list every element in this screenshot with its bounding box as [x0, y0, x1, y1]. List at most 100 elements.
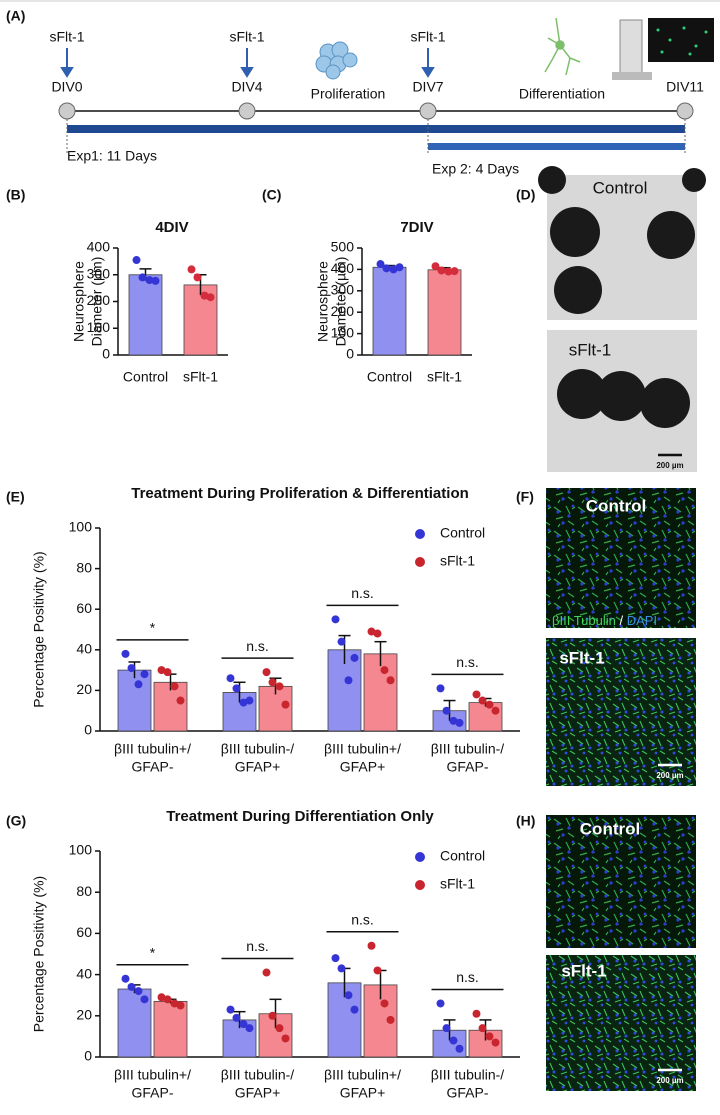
data-point [450, 267, 459, 276]
data-point [121, 649, 130, 658]
data-point [140, 995, 149, 1004]
arrow-head [60, 67, 74, 78]
data-point [226, 1005, 235, 1014]
data-point [281, 700, 290, 709]
y-axis-label: Percentage Positivity (%) [31, 876, 47, 1032]
legend-marker [415, 557, 425, 567]
x-tick-label: βIII tubulin-/ [221, 1067, 295, 1083]
bar [153, 1000, 188, 1058]
data-point [380, 666, 389, 675]
neuron-icon [544, 17, 581, 76]
data-point [485, 700, 494, 709]
data-point [193, 273, 202, 282]
data-point [163, 668, 172, 677]
significance-label: * [150, 944, 156, 960]
panel-label: (G) [6, 813, 26, 829]
chart-title: Treatment During Proliferation & Differe… [131, 485, 469, 502]
significance-label: n.s. [351, 585, 374, 601]
y-tick-label: 20 [76, 1007, 92, 1023]
data-point [442, 1024, 451, 1033]
y-tick-label: 400 [331, 260, 355, 276]
y-tick-label: 500 [331, 239, 355, 255]
data-point [232, 684, 241, 693]
data-point [472, 1009, 481, 1018]
exp-label: Exp1: 11 Days [67, 148, 157, 164]
neurosphere-images: Control sFlt-1 200 µm Control βIII Tubul… [538, 166, 706, 1091]
image-label: Control [580, 819, 640, 838]
data-point [389, 265, 398, 274]
exp1-bar [67, 125, 685, 133]
scale-label: 200 µm [656, 1076, 683, 1085]
arrow-head [421, 67, 435, 78]
data-point [145, 276, 154, 285]
data-point [134, 987, 143, 996]
data-point [232, 1013, 241, 1022]
timepoint [419, 102, 437, 120]
legend-label: sFlt-1 [440, 553, 475, 569]
treatment-label: sFlt-1 [230, 29, 265, 45]
data-point [331, 615, 340, 624]
data-point [157, 993, 166, 1002]
data-point [386, 1015, 395, 1024]
exp2-bar [428, 143, 685, 150]
y-tick-label: 100 [331, 324, 355, 340]
data-point [239, 1020, 248, 1029]
image-label: Control [586, 496, 646, 515]
data-point [176, 696, 185, 705]
x-tick-label: βIII tubulin-/ [221, 741, 295, 757]
data-point [395, 263, 404, 272]
micrograph [546, 815, 696, 948]
day-label: DIV7 [412, 79, 443, 95]
bar [128, 274, 163, 356]
bar [468, 702, 503, 732]
bar [372, 266, 407, 356]
data-point [127, 664, 136, 673]
data-point [331, 954, 340, 963]
y-tick-label: 100 [69, 519, 93, 535]
panel-label: (H) [516, 813, 535, 829]
timepoint [238, 102, 256, 120]
neurosphere-icon [315, 41, 358, 80]
y-tick-label: 200 [331, 303, 355, 319]
data-point [491, 1038, 500, 1047]
data-point [350, 653, 359, 662]
panel-label: (F) [516, 489, 534, 505]
data-point [262, 668, 271, 677]
arrow-head [240, 67, 254, 78]
image-label: Control [593, 178, 648, 197]
significance-label: n.s. [456, 654, 479, 670]
y-axis-label: Diameter (µm) [333, 257, 349, 347]
x-tick-label: βIII tubulin-/ [431, 741, 505, 757]
y-tick-label: 100 [69, 842, 93, 858]
y-tick-label: 200 [87, 292, 111, 308]
treatment-label: sFlt-1 [50, 29, 85, 45]
day-label: DIV0 [51, 79, 82, 95]
data-point [170, 999, 179, 1008]
data-point [449, 1036, 458, 1045]
data-point [444, 267, 453, 276]
chart-title: 4DIV [155, 219, 188, 236]
panel-label: (D) [516, 187, 535, 203]
data-point [455, 1044, 464, 1053]
stain: βIII Tubulin [552, 613, 616, 628]
data-point [281, 1034, 290, 1043]
data-point [437, 266, 446, 275]
panel-label: (B) [6, 187, 25, 203]
y-tick-label: 100 [87, 319, 111, 335]
x-tick-label: βIII tubulin-/ [431, 1067, 505, 1083]
y-tick-label: 20 [76, 681, 92, 697]
x-tick-label: GFAP+ [235, 1085, 281, 1101]
x-tick-label: GFAP- [131, 1085, 173, 1101]
data-point [121, 974, 130, 983]
timeline: sFlt-1 sFlt-1 sFlt-1 DIV0 DIV4 DIV7 DIV1… [50, 17, 714, 177]
image-label: sFlt-1 [559, 648, 604, 667]
panel-label: (C) [262, 187, 281, 203]
data-point [127, 982, 136, 991]
y-tick-label: 0 [346, 346, 354, 362]
stain-label: βIII Tubulin / DAPI [552, 613, 657, 628]
image-label: sFlt-1 [561, 961, 606, 980]
x-tick-label: βIII tubulin+/ [324, 741, 401, 757]
y-tick-label: 0 [84, 1048, 92, 1064]
x-tick-label: Control [123, 369, 168, 385]
